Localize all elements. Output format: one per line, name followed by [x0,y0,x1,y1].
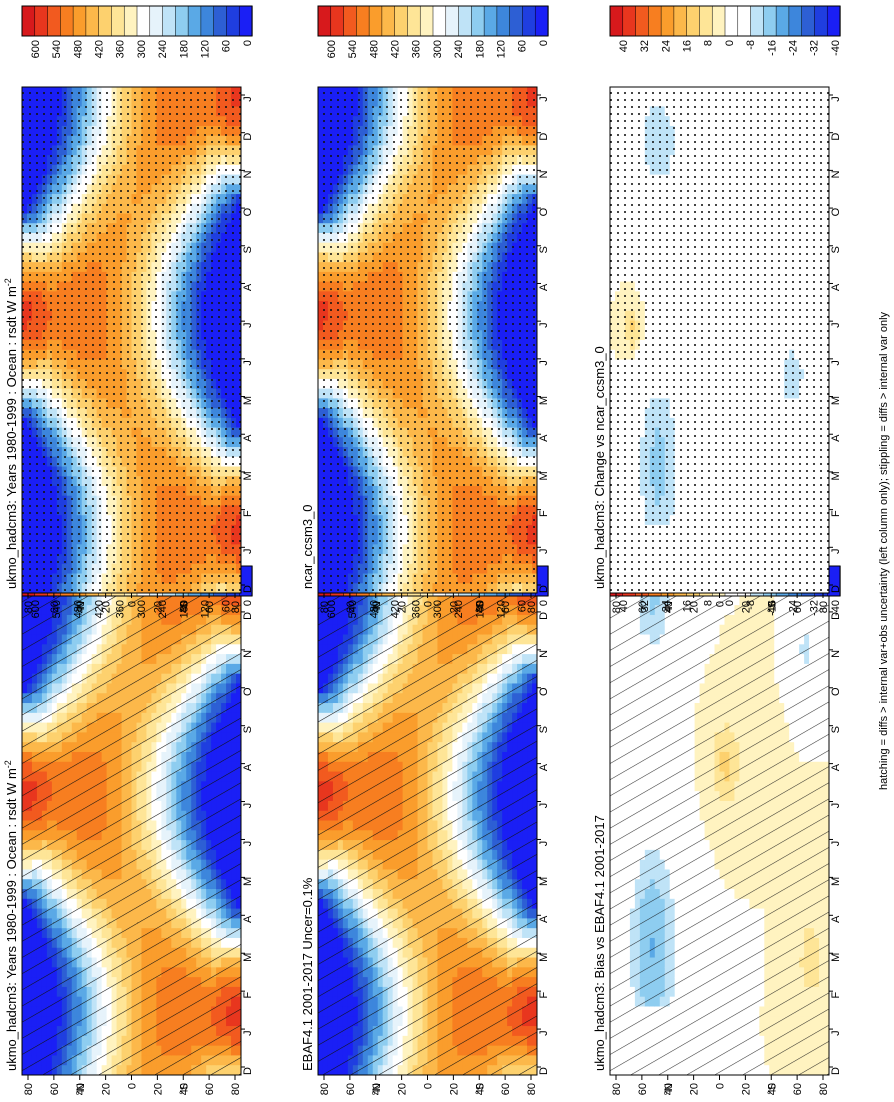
month-tick-label: D [538,1067,550,1075]
hemisphere-label: °N [371,1083,383,1095]
lat-tick-label: 60 [500,1083,512,1095]
colorbar-label: 300 [432,600,444,618]
month-tick-label: A [242,915,254,923]
month-tick-label: F [242,992,254,999]
colorbar-label: 540 [51,600,63,618]
lat-tick-label: 60 [204,1083,216,1095]
colorbar-label: 120 [200,600,212,618]
significance-overlay [22,566,241,1075]
colorbar-label: 300 [136,600,148,618]
month-tick-label: J [242,803,254,809]
colorbar-label: 600 [326,600,338,618]
lat-tick-label: 20 [152,1083,164,1095]
lat-tick-label: 80 [319,1083,331,1095]
colorbar-label: 600 [30,600,42,618]
colorbar-label: 480 [368,600,380,618]
colorbar-label: 420 [94,600,106,618]
panel-3: 80604020020406080°N°SDJFMAMJJASONDJukmo_… [592,565,842,1095]
colorbar-label: 240 [157,600,169,618]
lat-tick-label: 60 [345,1083,357,1095]
month-tick-label: J [538,1030,550,1036]
hemisphere-label: °N [75,1083,87,1095]
colorbar-label: 60 [221,600,233,612]
month-tick-label: A [538,763,550,771]
month-tick-label: A [242,763,254,771]
lat-tick-label: 0 [423,1083,435,1089]
lat-tick-label: 20 [397,1083,409,1095]
month-tick-label: J [538,803,550,809]
lat-tick-label: 40 [474,1083,486,1095]
lat-tick-label: 40 [178,1083,190,1095]
panel-title: EBAF4.1 2001-2017 Uncer=0.1% [300,877,315,1071]
panel-2: 80604020020406080°N°SDJFMAMJJASONDJEBAF4… [300,565,550,1095]
colorbar-label: 0 [242,600,254,606]
panel-title: ukmo_hadcm3: Years 1980-1999 : Ocean : r… [3,760,19,1071]
lat-tick-label: 20 [448,1083,460,1095]
month-tick-label: D [242,1067,254,1075]
month-tick-label: S [242,726,254,733]
colorbar-label: 180 [178,600,190,618]
colorbar-label: 360 [115,600,127,618]
colorbar-label: 180 [474,600,486,618]
month-tick-label: O [538,687,550,696]
month-tick-label: N [538,650,550,658]
colorbar-label: 120 [496,600,508,618]
lat-tick-label: 0 [127,1083,139,1089]
month-tick-label: M [242,877,254,886]
month-tick-label: N [242,650,254,658]
lat-tick-label: 60 [49,1083,61,1095]
hemisphere-label: °S [474,1083,486,1095]
month-tick-label: S [538,726,550,733]
colorbar-label: 0 [538,600,550,606]
month-tick-label: J [538,841,550,847]
significance-overlay [318,566,537,1075]
month-tick-label: M [538,877,550,886]
colorbar-label: 420 [390,600,402,618]
panel-1: 80604020020406080°N°SDJFMAMJJASONDJukmo_… [3,565,254,1095]
lat-tick-label: 80 [230,1083,242,1095]
lat-tick-label: 20 [101,1083,113,1095]
colorbar-label: 60 [517,600,529,612]
month-tick-label: F [538,992,550,999]
lat-tick-label: 80 [23,1083,35,1095]
month-tick-label: A [538,915,550,923]
lat-tick-label: 40 [371,1083,383,1095]
month-tick-label: J [242,841,254,847]
hemisphere-label: °S [178,1083,190,1095]
month-tick-label: J [242,1030,254,1036]
month-tick-label: M [538,953,550,962]
month-tick-label: D [242,612,254,620]
month-tick-label: O [242,687,254,696]
month-tick-label: D [538,612,550,620]
month-tick-label: M [242,953,254,962]
colorbar-label: 360 [411,600,423,618]
colorbar-label: 540 [347,600,359,618]
colorbar-label: 480 [72,600,84,618]
lat-tick-label: 80 [526,1083,538,1095]
colorbar-label: 240 [453,600,465,618]
panel-title-sup: -2 [3,760,13,768]
lat-tick-label: 40 [75,1083,87,1095]
